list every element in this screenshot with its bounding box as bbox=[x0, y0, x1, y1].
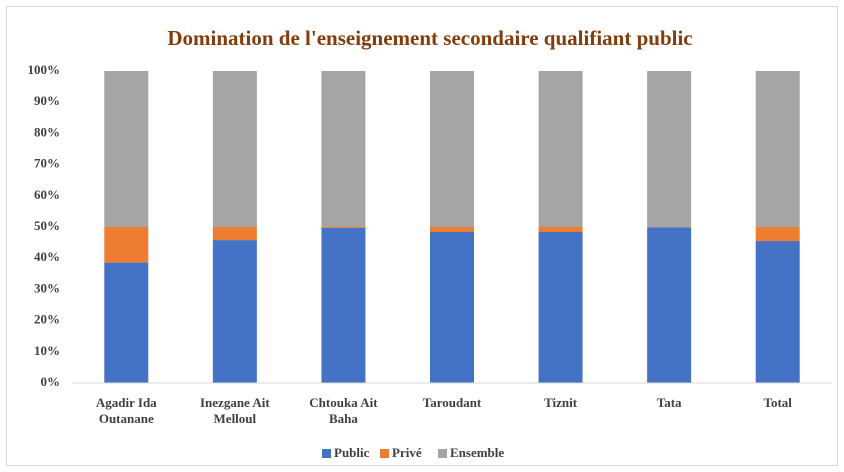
bar-segment bbox=[647, 227, 692, 383]
bar-segment bbox=[755, 227, 800, 242]
bar-segment bbox=[212, 71, 257, 227]
bar-segment bbox=[212, 227, 257, 241]
bar-segment bbox=[321, 227, 366, 228]
legend-swatch bbox=[322, 449, 331, 458]
x-tick-label: Taroudant bbox=[422, 395, 482, 410]
bar-segment bbox=[755, 241, 800, 383]
y-tick-label: 100% bbox=[28, 62, 61, 77]
y-tick-label: 10% bbox=[34, 343, 60, 358]
chart-border bbox=[6, 6, 838, 466]
y-tick-label: 50% bbox=[34, 218, 60, 233]
bar-segment bbox=[430, 227, 474, 232]
legend-swatch bbox=[438, 449, 447, 458]
y-tick-label: 90% bbox=[34, 93, 60, 108]
y-tick-label: 30% bbox=[34, 280, 60, 295]
x-tick-label: Tata bbox=[656, 395, 682, 410]
bar-segment bbox=[321, 227, 366, 383]
legend-label: Ensemble bbox=[450, 445, 504, 460]
y-tick-label: 70% bbox=[34, 156, 60, 171]
bar-segment bbox=[647, 71, 692, 227]
bar-segment bbox=[755, 71, 800, 227]
bar-segment bbox=[538, 227, 583, 232]
x-tick-label: Total bbox=[763, 395, 792, 410]
bar-segment bbox=[104, 71, 149, 227]
bar-segment bbox=[430, 71, 474, 227]
x-tick-label: Tiznit bbox=[544, 395, 578, 410]
y-tick-label: 20% bbox=[34, 312, 60, 327]
bar-segment bbox=[321, 71, 366, 227]
bar-segment bbox=[104, 262, 149, 383]
bar-segment bbox=[104, 227, 149, 263]
bar-segment bbox=[538, 231, 583, 383]
bar-segment bbox=[430, 231, 474, 383]
y-tick-label: 40% bbox=[34, 249, 60, 264]
bar-segment bbox=[538, 71, 583, 227]
x-tick-label: Inezgane Ait Melloul bbox=[199, 395, 270, 426]
x-tick-label: Agadir Ida Outanane bbox=[95, 395, 157, 426]
legend-label: Public bbox=[334, 445, 370, 460]
x-tick-label: Chtouka Ait Baha bbox=[309, 395, 378, 426]
legend-swatch bbox=[380, 449, 389, 458]
chart-title: Domination de l'enseignement secondaire … bbox=[167, 26, 692, 50]
y-tick-label: 60% bbox=[34, 187, 60, 202]
legend-label: Privé bbox=[392, 445, 422, 460]
y-tick-label: 80% bbox=[34, 124, 60, 139]
bar-segment bbox=[212, 240, 257, 383]
y-tick-label: 0% bbox=[41, 374, 61, 389]
